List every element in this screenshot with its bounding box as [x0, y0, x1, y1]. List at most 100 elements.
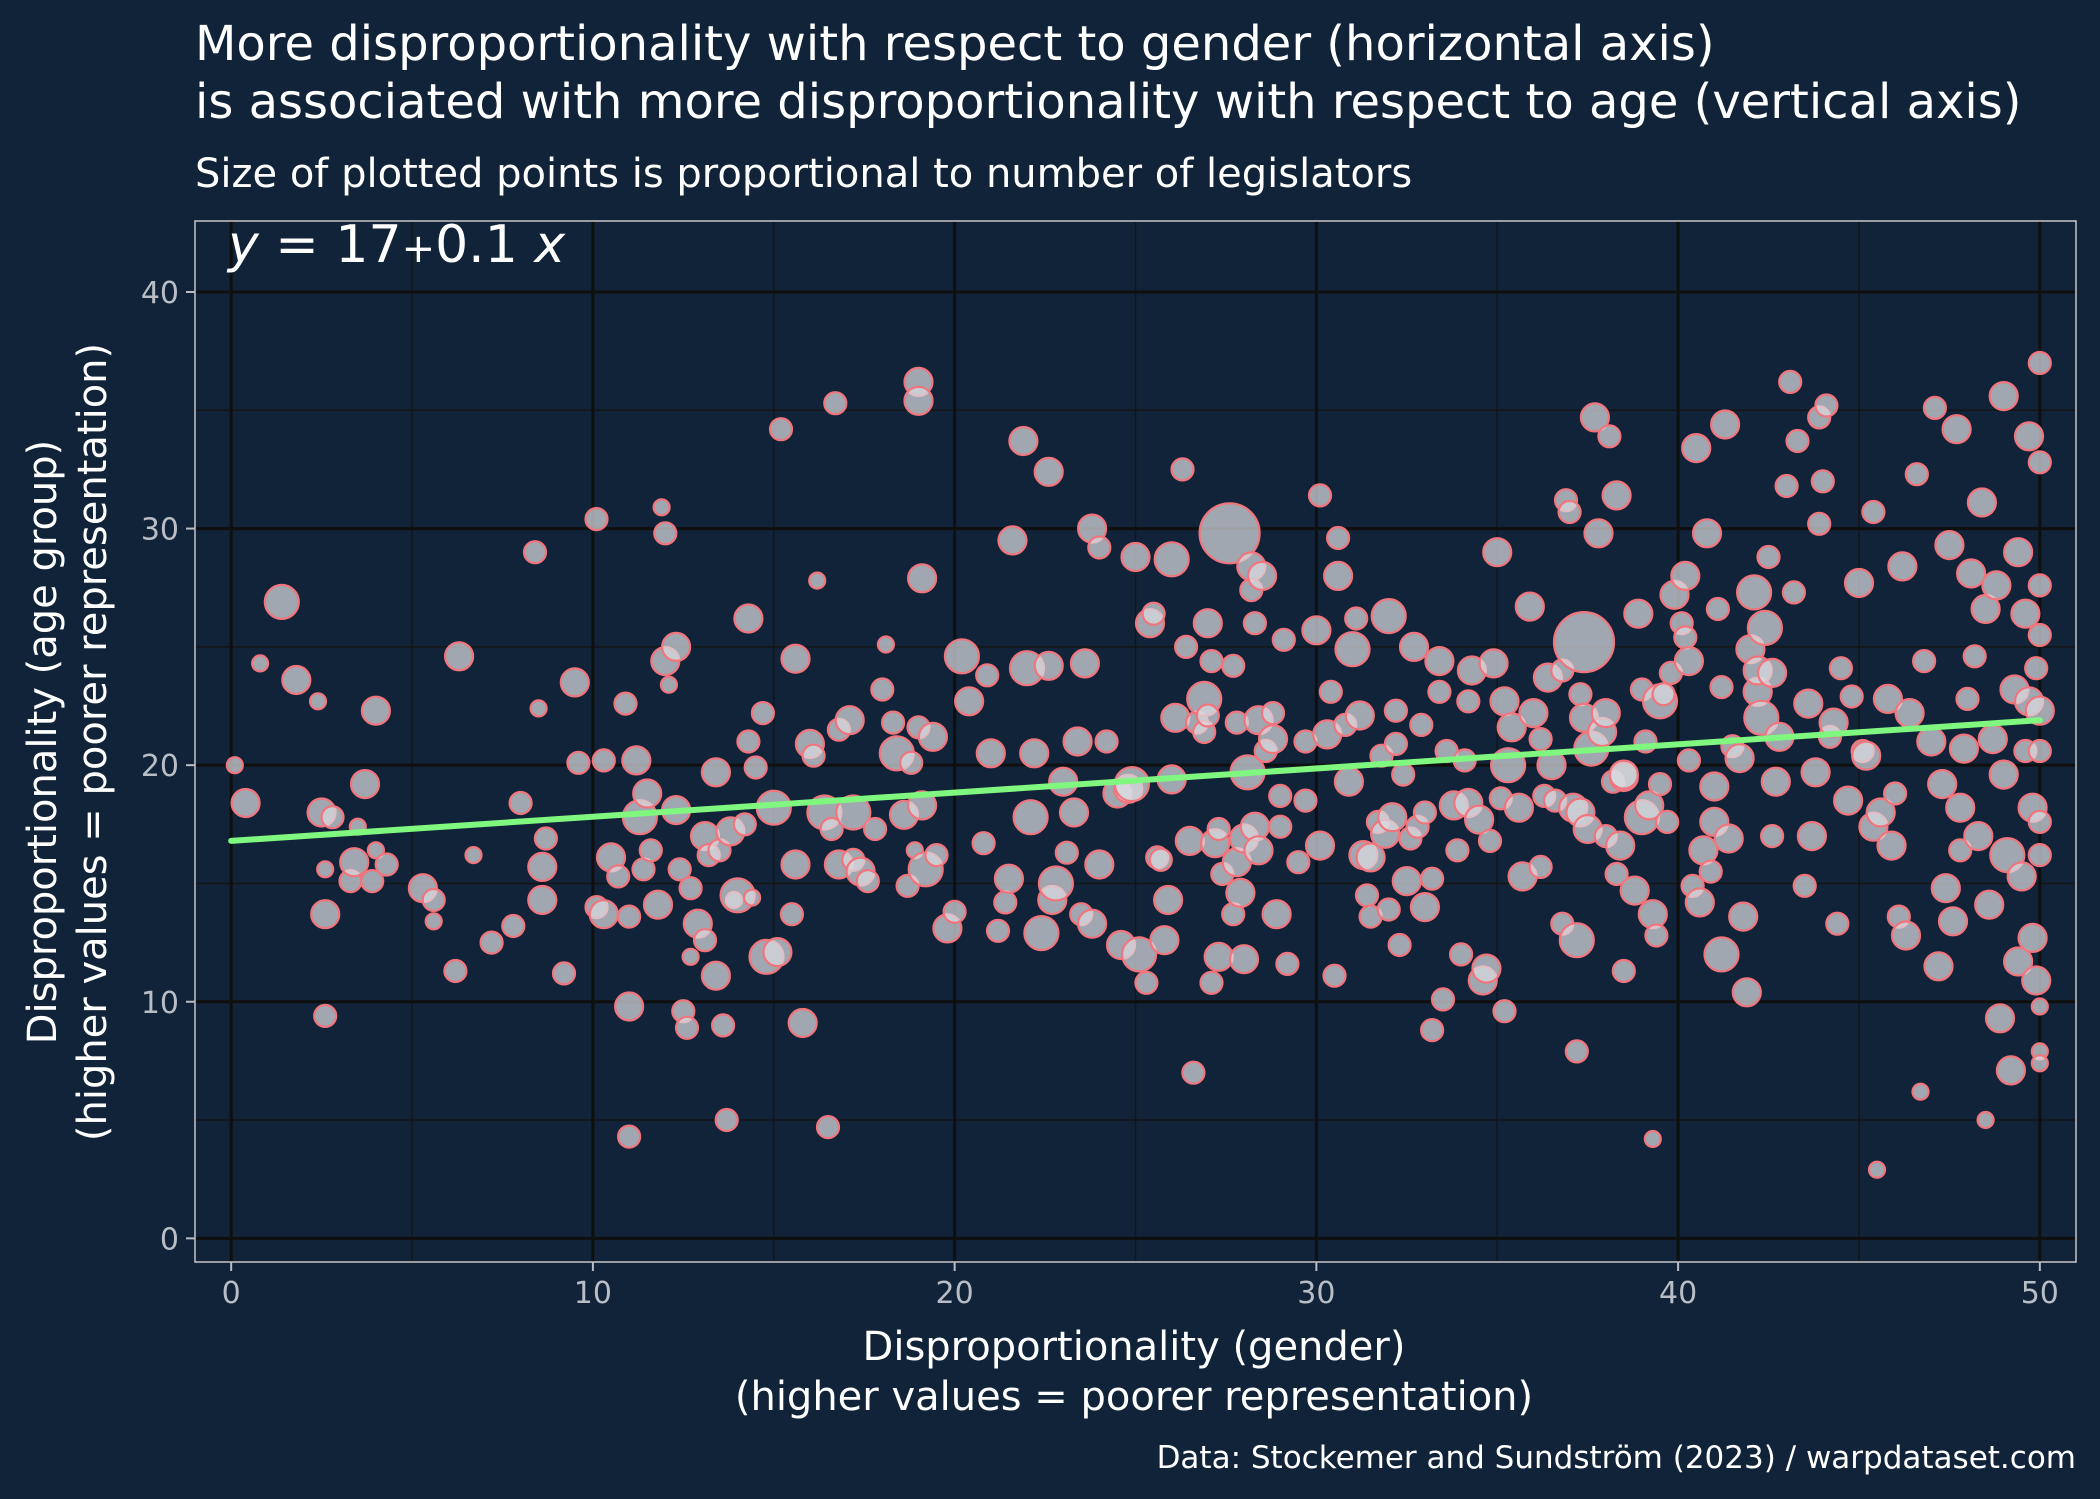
data-point — [1012, 799, 1049, 836]
data-point — [1911, 1082, 1930, 1101]
data-point — [659, 675, 679, 694]
data-point — [1334, 631, 1371, 668]
data-point — [533, 826, 559, 851]
data-point — [1398, 631, 1430, 663]
data-point — [1482, 537, 1513, 568]
data-point — [1583, 518, 1614, 549]
data-point — [1477, 828, 1503, 854]
data-point — [2010, 598, 2041, 629]
x-axis-title-line-1: Disproportionality (gender) — [863, 1324, 1406, 1370]
data-point — [1558, 922, 1595, 959]
data-point — [692, 928, 718, 953]
data-point — [1608, 759, 1639, 790]
data-point — [1759, 823, 1785, 849]
data-point — [2027, 350, 2052, 376]
data-point — [700, 960, 732, 991]
data-point — [2024, 656, 2049, 681]
data-point — [700, 757, 732, 788]
data-point — [1261, 899, 1292, 930]
x-tick-label: 40 — [1659, 1276, 1697, 1311]
data-point — [1568, 682, 1593, 707]
data-point — [1670, 560, 1701, 592]
data-point — [971, 831, 996, 856]
data-point — [1941, 414, 1972, 445]
data-point — [780, 849, 811, 880]
data-point — [1427, 679, 1452, 704]
data-point — [1322, 963, 1347, 988]
data-point — [1141, 601, 1166, 626]
data-point — [2002, 946, 2034, 977]
data-point — [632, 778, 663, 809]
data-point — [1552, 610, 1616, 674]
data-point — [917, 721, 949, 752]
data-point — [2027, 842, 2052, 868]
data-point — [993, 890, 1018, 915]
data-point — [522, 540, 548, 565]
data-point — [1843, 567, 1875, 599]
data-point — [1391, 762, 1416, 787]
data-point — [1019, 738, 1050, 769]
data-point — [674, 1015, 700, 1040]
data-point — [1033, 650, 1064, 681]
minor-gridlines — [195, 221, 2076, 1262]
data-point — [985, 918, 1011, 943]
data-point — [1087, 535, 1112, 560]
data-point — [1703, 936, 1740, 973]
data-point — [1153, 541, 1190, 578]
data-point — [360, 695, 391, 726]
data-point — [1825, 911, 1850, 936]
data-point — [1076, 908, 1108, 939]
data-point — [1260, 700, 1286, 726]
data-point — [1945, 792, 1976, 823]
data-point — [1778, 369, 1803, 394]
data-point — [876, 635, 896, 654]
x-axis-title-line-2: (higher values = poorer representation) — [735, 1374, 1533, 1420]
data-point — [1922, 395, 1948, 420]
data-point — [1894, 697, 1925, 729]
data-point — [1293, 788, 1318, 813]
data-point — [1221, 653, 1246, 678]
chart-title-line-1: More disproportionality with respect to … — [195, 16, 1715, 72]
data-point — [1955, 686, 1980, 712]
data-point — [899, 750, 924, 775]
x-tick-label: 0 — [222, 1276, 241, 1311]
data-source-caption: Data: Stockemer and Sundström (2023) / w… — [1157, 1440, 2076, 1476]
data-point — [1242, 611, 1268, 636]
equation-x: x — [532, 215, 566, 275]
data-point — [1676, 748, 1702, 773]
data-point — [1048, 766, 1079, 797]
data-point — [1246, 560, 1278, 592]
data-point — [1198, 502, 1261, 565]
data-point — [1760, 766, 1791, 797]
data-point — [1355, 842, 1386, 873]
data-point — [1170, 457, 1195, 482]
data-point — [1948, 733, 1980, 764]
data-point — [1456, 689, 1481, 714]
data-point — [360, 868, 385, 894]
data-points — [225, 350, 2055, 1179]
data-point — [2027, 809, 2052, 835]
data-point — [2021, 965, 2052, 996]
data-point — [1988, 759, 2019, 790]
data-point — [1307, 483, 1333, 508]
y-axis-title-line-2: (higher values = poorer representation) — [70, 343, 116, 1141]
data-point — [2030, 1054, 2049, 1073]
data-point — [316, 860, 335, 879]
data-point — [1756, 657, 1788, 689]
data-point — [2027, 450, 2052, 475]
data-point — [808, 571, 827, 590]
data-point — [1463, 804, 1495, 835]
data-point — [527, 884, 558, 916]
data-point — [1937, 906, 1969, 937]
data-point — [1756, 544, 1781, 570]
data-point — [1904, 462, 1929, 487]
data-point — [2006, 861, 2037, 892]
data-point — [1174, 825, 1205, 857]
data-point — [1810, 469, 1835, 494]
data-point — [1927, 768, 1958, 800]
data-point — [263, 583, 300, 621]
data-point — [1419, 866, 1445, 891]
data-point — [835, 794, 872, 831]
data-point — [1974, 889, 2005, 920]
data-point — [1383, 731, 1409, 757]
